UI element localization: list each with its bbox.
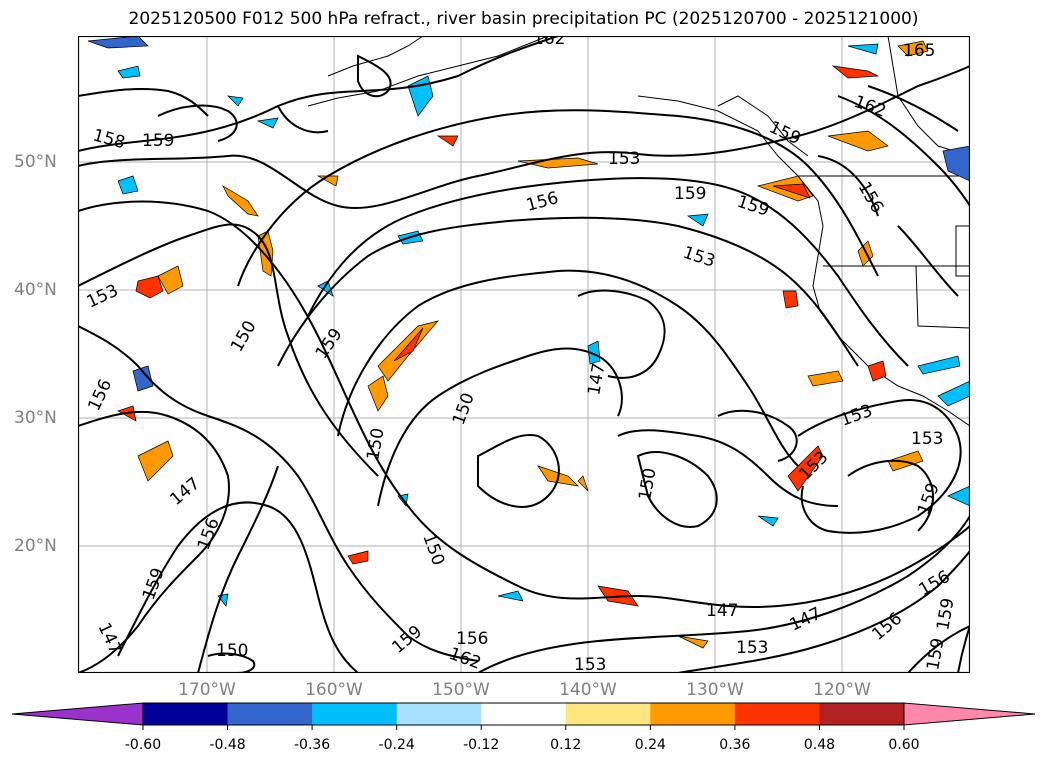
colorbar	[11, 702, 1036, 730]
lon-tick-label: 150°W	[432, 680, 490, 700]
contour-label: 156	[456, 629, 488, 649]
colorbar-segment	[734, 703, 820, 725]
borders	[798, 175, 970, 329]
contour-label: 159	[674, 184, 706, 204]
lat-tick-label: 50°N	[14, 152, 57, 172]
colorbar-tick-label: 0.36	[719, 737, 751, 753]
colorbar-tick-label: 0.24	[634, 737, 666, 753]
map-panel: 162 165 162 159 158 159 153 156 159 159 …	[78, 36, 970, 673]
contour-label: 153	[736, 638, 768, 658]
colorbar-segment	[227, 703, 313, 725]
colorbar-tick-label: -0.60	[124, 737, 162, 753]
lat-tick-label: 30°N	[14, 408, 57, 428]
colorbar-segment	[819, 703, 905, 725]
gridlines	[78, 36, 970, 673]
colorbar-tick-label: 0.48	[803, 737, 836, 753]
contour-label: 153	[608, 149, 640, 169]
lon-tick-label: 160°W	[305, 680, 363, 700]
contour-label: 153	[911, 429, 943, 449]
colorbar-segment	[396, 703, 482, 725]
lon-tick-label: 130°W	[686, 680, 744, 700]
contour-label: 153	[574, 655, 606, 673]
colorbar-segments	[12, 703, 1035, 725]
colorbar-segment	[481, 703, 567, 725]
colorbar-tick-label: -0.48	[209, 737, 246, 753]
precip-positive	[117, 40, 929, 649]
colorbar-segment	[312, 703, 398, 725]
contour-label: 147	[706, 601, 738, 621]
contour-label: 165	[903, 41, 935, 61]
lon-tick-label: 140°W	[559, 680, 617, 700]
colorbar-tick-label: 0.60	[888, 737, 920, 753]
lat-tick-label: 40°N	[14, 280, 57, 300]
colorbar-extend-low	[12, 703, 143, 725]
colorbar-segment	[143, 703, 229, 725]
lat-tick-label: 20°N	[14, 536, 57, 556]
map-title: 2025120500 F012 500 hPa refract., river …	[128, 9, 919, 29]
contour-label: 150	[216, 641, 248, 661]
colorbar-extend-high	[904, 703, 1035, 725]
contours	[78, 36, 970, 673]
contour-label: 162	[533, 36, 565, 49]
lon-tick-label: 170°W	[178, 680, 236, 700]
colorbar-segment	[650, 703, 736, 725]
colorbar-tick-label: -0.12	[463, 737, 500, 753]
map-frame	[78, 36, 970, 673]
lon-tick-label: 120°W	[813, 680, 871, 700]
colorbar-tick-label: -0.24	[378, 737, 415, 753]
contour-label: 159	[142, 131, 174, 151]
colorbar-segment	[565, 703, 651, 725]
colorbar-tick-label: -0.36	[293, 737, 331, 753]
colorbar-tick-label: 0.12	[550, 737, 582, 753]
